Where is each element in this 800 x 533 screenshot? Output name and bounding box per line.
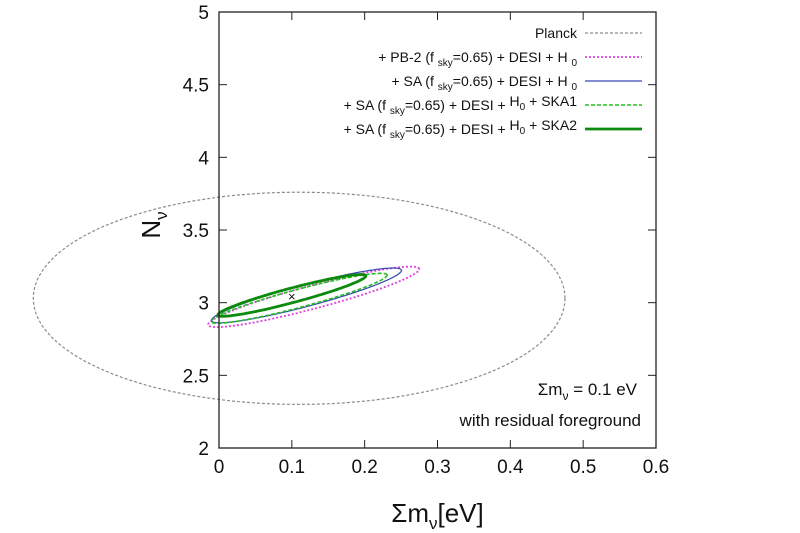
legend-label-5: + SA (f sky=0.65) + DESI + H0 + SKA2 [344,117,578,141]
annotation-line-1: Σmν = 0.1 eV [538,380,638,403]
axis-labels: Σmν[eV] Nν [136,211,484,533]
y-tick-label: 3.5 [183,221,209,242]
x-tick-label: 0.4 [497,457,524,478]
y-tick-label: 5 [198,3,209,24]
annotation-line-2: with residual foreground [459,411,641,430]
y-tick-label: 4 [198,148,209,169]
y-axis-label: Nν [136,211,171,238]
contour-series-1 [32,191,566,406]
fiducial-marker: × [288,289,296,304]
legend-label-3: + SA (f sky=0.65) + DESI + H 0 [391,73,577,93]
y-tick-label: 2.5 [183,366,209,387]
x-tick-label: 0.1 [279,457,305,478]
annotation-layer: Σmν = 0.1 eV with residual foreground [459,380,641,430]
x-axis-label: Σmν[eV] [391,498,483,533]
y-tick-label: 4.5 [183,76,209,97]
contour-layer [32,191,566,406]
x-tick-label: 0.3 [424,457,450,478]
x-tick-label: 0 [214,457,225,478]
fiducial-layer: × [288,289,296,304]
tick-layer: 0 0.1 0.2 0.3 0.4 0.5 0.6 2 2.5 3 3.5 4 4.5 5 [183,3,670,478]
legend-label-2: + PB-2 (f sky=0.65) + DESI + H 0 [378,49,577,69]
legend: Planck + PB-2 (f sky=0.65) + DESI + H 0 + … [344,25,642,141]
x-tick-label: 0.2 [351,457,377,478]
contour-series-5 [216,273,368,318]
y-tick-label: 3 [198,294,209,315]
x-tick-label: 0.5 [570,457,596,478]
x-tick-label: 0.6 [643,457,669,478]
legend-label-1: Planck [535,25,578,41]
legend-label-4: + SA (f sky=0.65) + DESI + H0 + SKA1 [344,93,578,117]
contour-series-2 [207,265,421,329]
y-tick-label: 2 [198,439,209,460]
